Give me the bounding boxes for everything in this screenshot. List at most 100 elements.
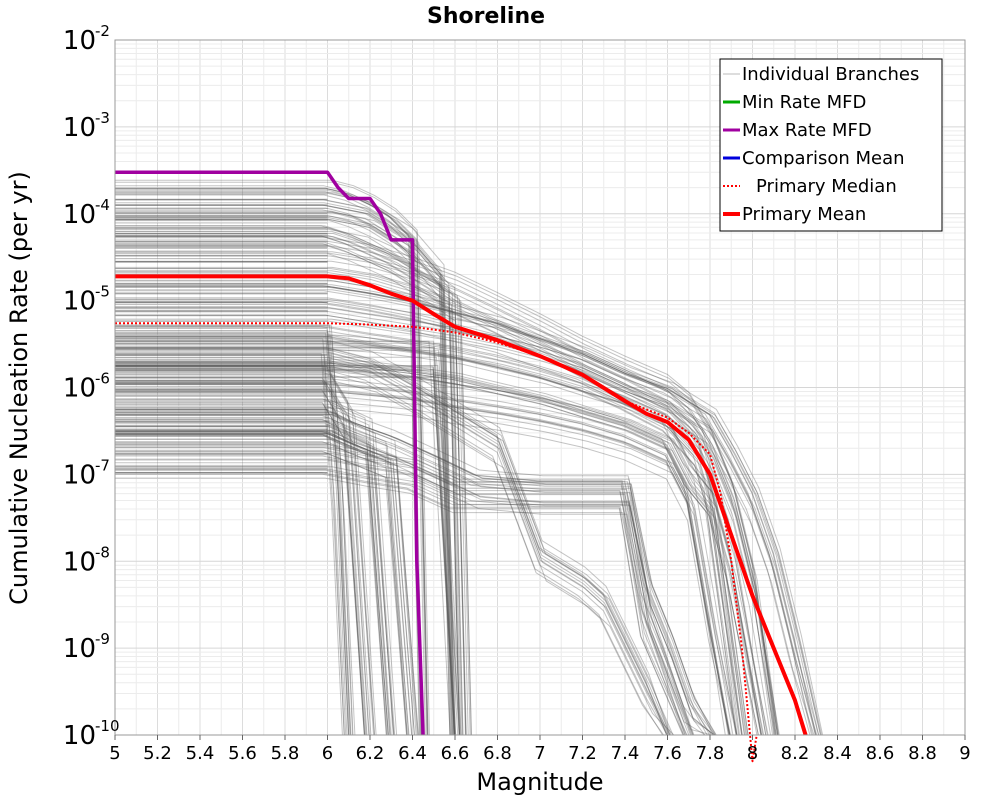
branch-line <box>115 413 398 736</box>
branch-line <box>115 441 408 736</box>
branch-line <box>115 326 758 736</box>
branch-line <box>115 211 460 736</box>
branch-line <box>115 219 466 736</box>
branch-line <box>115 199 454 736</box>
branch-line <box>115 459 690 736</box>
y-tick-base: 10 <box>63 374 96 404</box>
branch-line <box>115 422 389 736</box>
branch-line <box>115 241 464 736</box>
branch-line <box>115 251 779 736</box>
branch-line <box>115 340 456 736</box>
x-tick-label: 7.8 <box>696 743 725 764</box>
legend-label: Individual Branches <box>742 64 919 85</box>
y-axis-label: Cumulative Nucleation Rate (per yr) <box>5 171 33 605</box>
branch-line <box>115 368 456 736</box>
branch-line <box>115 362 356 736</box>
branch-line <box>115 369 456 736</box>
branch-line <box>115 290 814 736</box>
branch-line <box>115 469 693 736</box>
branch-line <box>115 383 372 736</box>
branch-line <box>115 344 745 736</box>
branch-line <box>115 403 714 736</box>
branch-line <box>115 360 747 736</box>
y-tick-base: 10 <box>63 547 96 577</box>
branch-line <box>115 403 367 736</box>
branch-line <box>115 419 409 736</box>
branch-line <box>115 352 671 736</box>
branch-line <box>115 332 348 736</box>
y-tick-base: 10 <box>63 634 96 664</box>
branch-line <box>115 310 762 736</box>
x-tick-label: 6.4 <box>398 743 427 764</box>
branch-line <box>115 338 350 736</box>
x-tick-label: 5 <box>109 743 120 764</box>
branch-line <box>115 425 392 736</box>
branch-line <box>115 349 461 736</box>
branch-line <box>115 347 668 736</box>
branch-line <box>115 348 749 736</box>
y-tick-base: 10 <box>63 200 96 230</box>
branch-line <box>115 381 377 736</box>
branch-line <box>115 366 726 736</box>
branch-line <box>115 353 674 736</box>
branch-line <box>115 285 816 736</box>
branch-line <box>115 426 395 736</box>
branch-line <box>115 449 686 736</box>
y-tick-exponent: -4 <box>95 196 110 214</box>
branch-line <box>115 348 672 736</box>
legend-item: Primary Median <box>723 176 897 197</box>
branch-line <box>115 199 452 736</box>
x-tick-label: 6 <box>322 743 333 764</box>
branch-line <box>115 380 366 736</box>
branch-line <box>115 342 462 736</box>
y-tick: 10 -10 <box>63 717 120 751</box>
x-tick-label: 8.4 <box>823 743 852 764</box>
x-tick-label: 6.2 <box>356 743 385 764</box>
branch-line <box>115 419 706 736</box>
branch-line <box>115 374 374 736</box>
branch-line <box>115 286 820 736</box>
branch-line <box>115 276 780 736</box>
y-tick-exponent: -8 <box>95 543 110 561</box>
branch-line <box>115 458 691 736</box>
branch-line <box>115 299 767 736</box>
branch-line <box>115 412 717 736</box>
branch-line <box>115 358 749 736</box>
x-axis-label: Magnitude <box>476 768 603 796</box>
branch-line <box>115 185 420 736</box>
branch-line <box>115 365 345 736</box>
branch-line <box>115 346 457 736</box>
y-tick: 10 -3 <box>63 109 110 143</box>
branch-line <box>115 359 668 736</box>
x-tick-label: 6.6 <box>441 743 470 764</box>
branch-line <box>115 433 716 736</box>
legend-label: Max Rate MFD <box>742 120 872 141</box>
x-tick-label: 8 <box>747 743 758 764</box>
branch-line <box>115 434 706 736</box>
branch-line <box>115 353 343 736</box>
branch-line <box>115 401 737 736</box>
branch-line <box>115 433 415 736</box>
branch-line <box>115 405 391 736</box>
branch-line <box>115 477 687 736</box>
branch-line <box>115 207 422 736</box>
branch-line <box>115 194 421 736</box>
branch-line <box>115 388 730 736</box>
branch-line <box>115 391 738 736</box>
branch-line <box>115 338 345 736</box>
x-tick-label: 8.8 <box>908 743 937 764</box>
branch-line <box>115 365 370 736</box>
branch-line <box>115 417 713 736</box>
branch-line <box>115 365 460 736</box>
branch-line <box>115 342 743 736</box>
branch-line <box>115 270 779 736</box>
x-tick-label: 7 <box>534 743 545 764</box>
branch-line <box>115 268 778 736</box>
branch-line <box>115 357 669 736</box>
branch-line <box>115 285 817 736</box>
branch-line <box>115 365 455 736</box>
branch-line <box>115 408 708 736</box>
branch-line <box>115 356 459 736</box>
branch-line <box>115 181 428 736</box>
branch-line <box>115 414 716 736</box>
